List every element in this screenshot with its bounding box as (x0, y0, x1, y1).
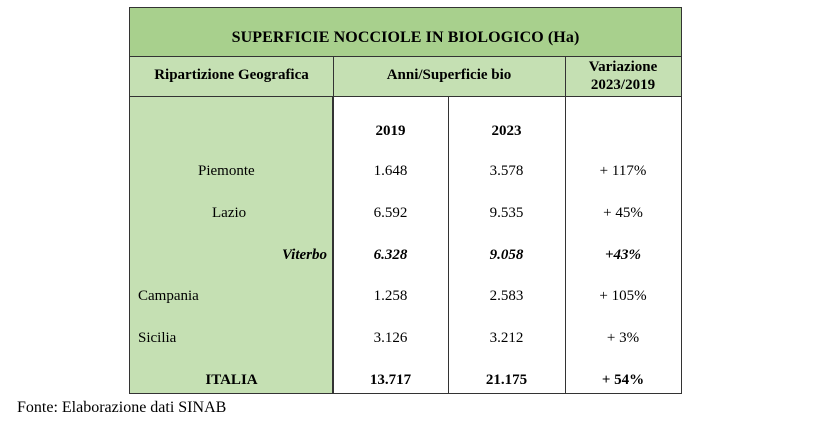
header-years-area: Anni/Superficie bio (386, 67, 512, 83)
row-lazio-2023: 9.535 (489, 205, 524, 221)
table-title-text: SUPERFICIE NOCCIOLE IN BIOLOGICO (Ha) (231, 29, 580, 46)
row-viterbo-region: Viterbo (281, 247, 327, 263)
row-sicilia-region: Sicilia (138, 330, 177, 346)
row-campania-region: Campania (138, 288, 199, 304)
row-italia-change: + 54% (601, 372, 645, 388)
header-variation-line1: Variazione (588, 59, 658, 75)
year-2019-header: 2019 (375, 123, 406, 139)
row-italia-region: ITALIA (205, 372, 258, 388)
row-italia-2019: 13.717 (369, 372, 412, 388)
header-region: Ripartizione Geografica (154, 67, 309, 83)
row-italia-2023: 21.175 (485, 372, 528, 388)
row-viterbo-2019: 6.328 (373, 247, 408, 263)
region-column (130, 57, 333, 393)
row-piemonte-change: + 117% (599, 163, 647, 179)
source-note: Fonte: Elaborazione dati SINAB (17, 399, 227, 416)
divider-years-middle (448, 97, 449, 393)
row-campania-2019: 1.258 (373, 288, 408, 304)
year-2023-header: 2023 (491, 123, 522, 139)
row-sicilia-change: + 3% (606, 330, 640, 346)
row-viterbo-2023: 9.058 (489, 247, 524, 263)
row-lazio-2019: 6.592 (373, 205, 408, 221)
row-lazio-change: + 45% (603, 205, 643, 221)
header-row (130, 57, 681, 97)
divider-years-left (333, 57, 334, 393)
divider-years-right (565, 57, 566, 393)
row-campania-change: + 105% (599, 288, 647, 304)
data-table: SUPERFICIE NOCCIOLE IN BIOLOGICO (Ha) Ri… (129, 7, 682, 394)
row-piemonte-2023: 3.578 (489, 163, 524, 179)
row-sicilia-2023: 3.212 (489, 330, 524, 346)
row-viterbo-change: +43% (604, 247, 642, 263)
row-piemonte-region: Piemonte (198, 163, 255, 179)
row-lazio-region: Lazio (212, 205, 247, 221)
row-piemonte-2019: 1.648 (373, 163, 408, 179)
row-campania-2023: 2.583 (489, 288, 524, 304)
table-title: SUPERFICIE NOCCIOLE IN BIOLOGICO (Ha) (130, 8, 681, 57)
header-variation-line2: 2023/2019 (590, 77, 656, 93)
row-sicilia-2019: 3.126 (373, 330, 408, 346)
